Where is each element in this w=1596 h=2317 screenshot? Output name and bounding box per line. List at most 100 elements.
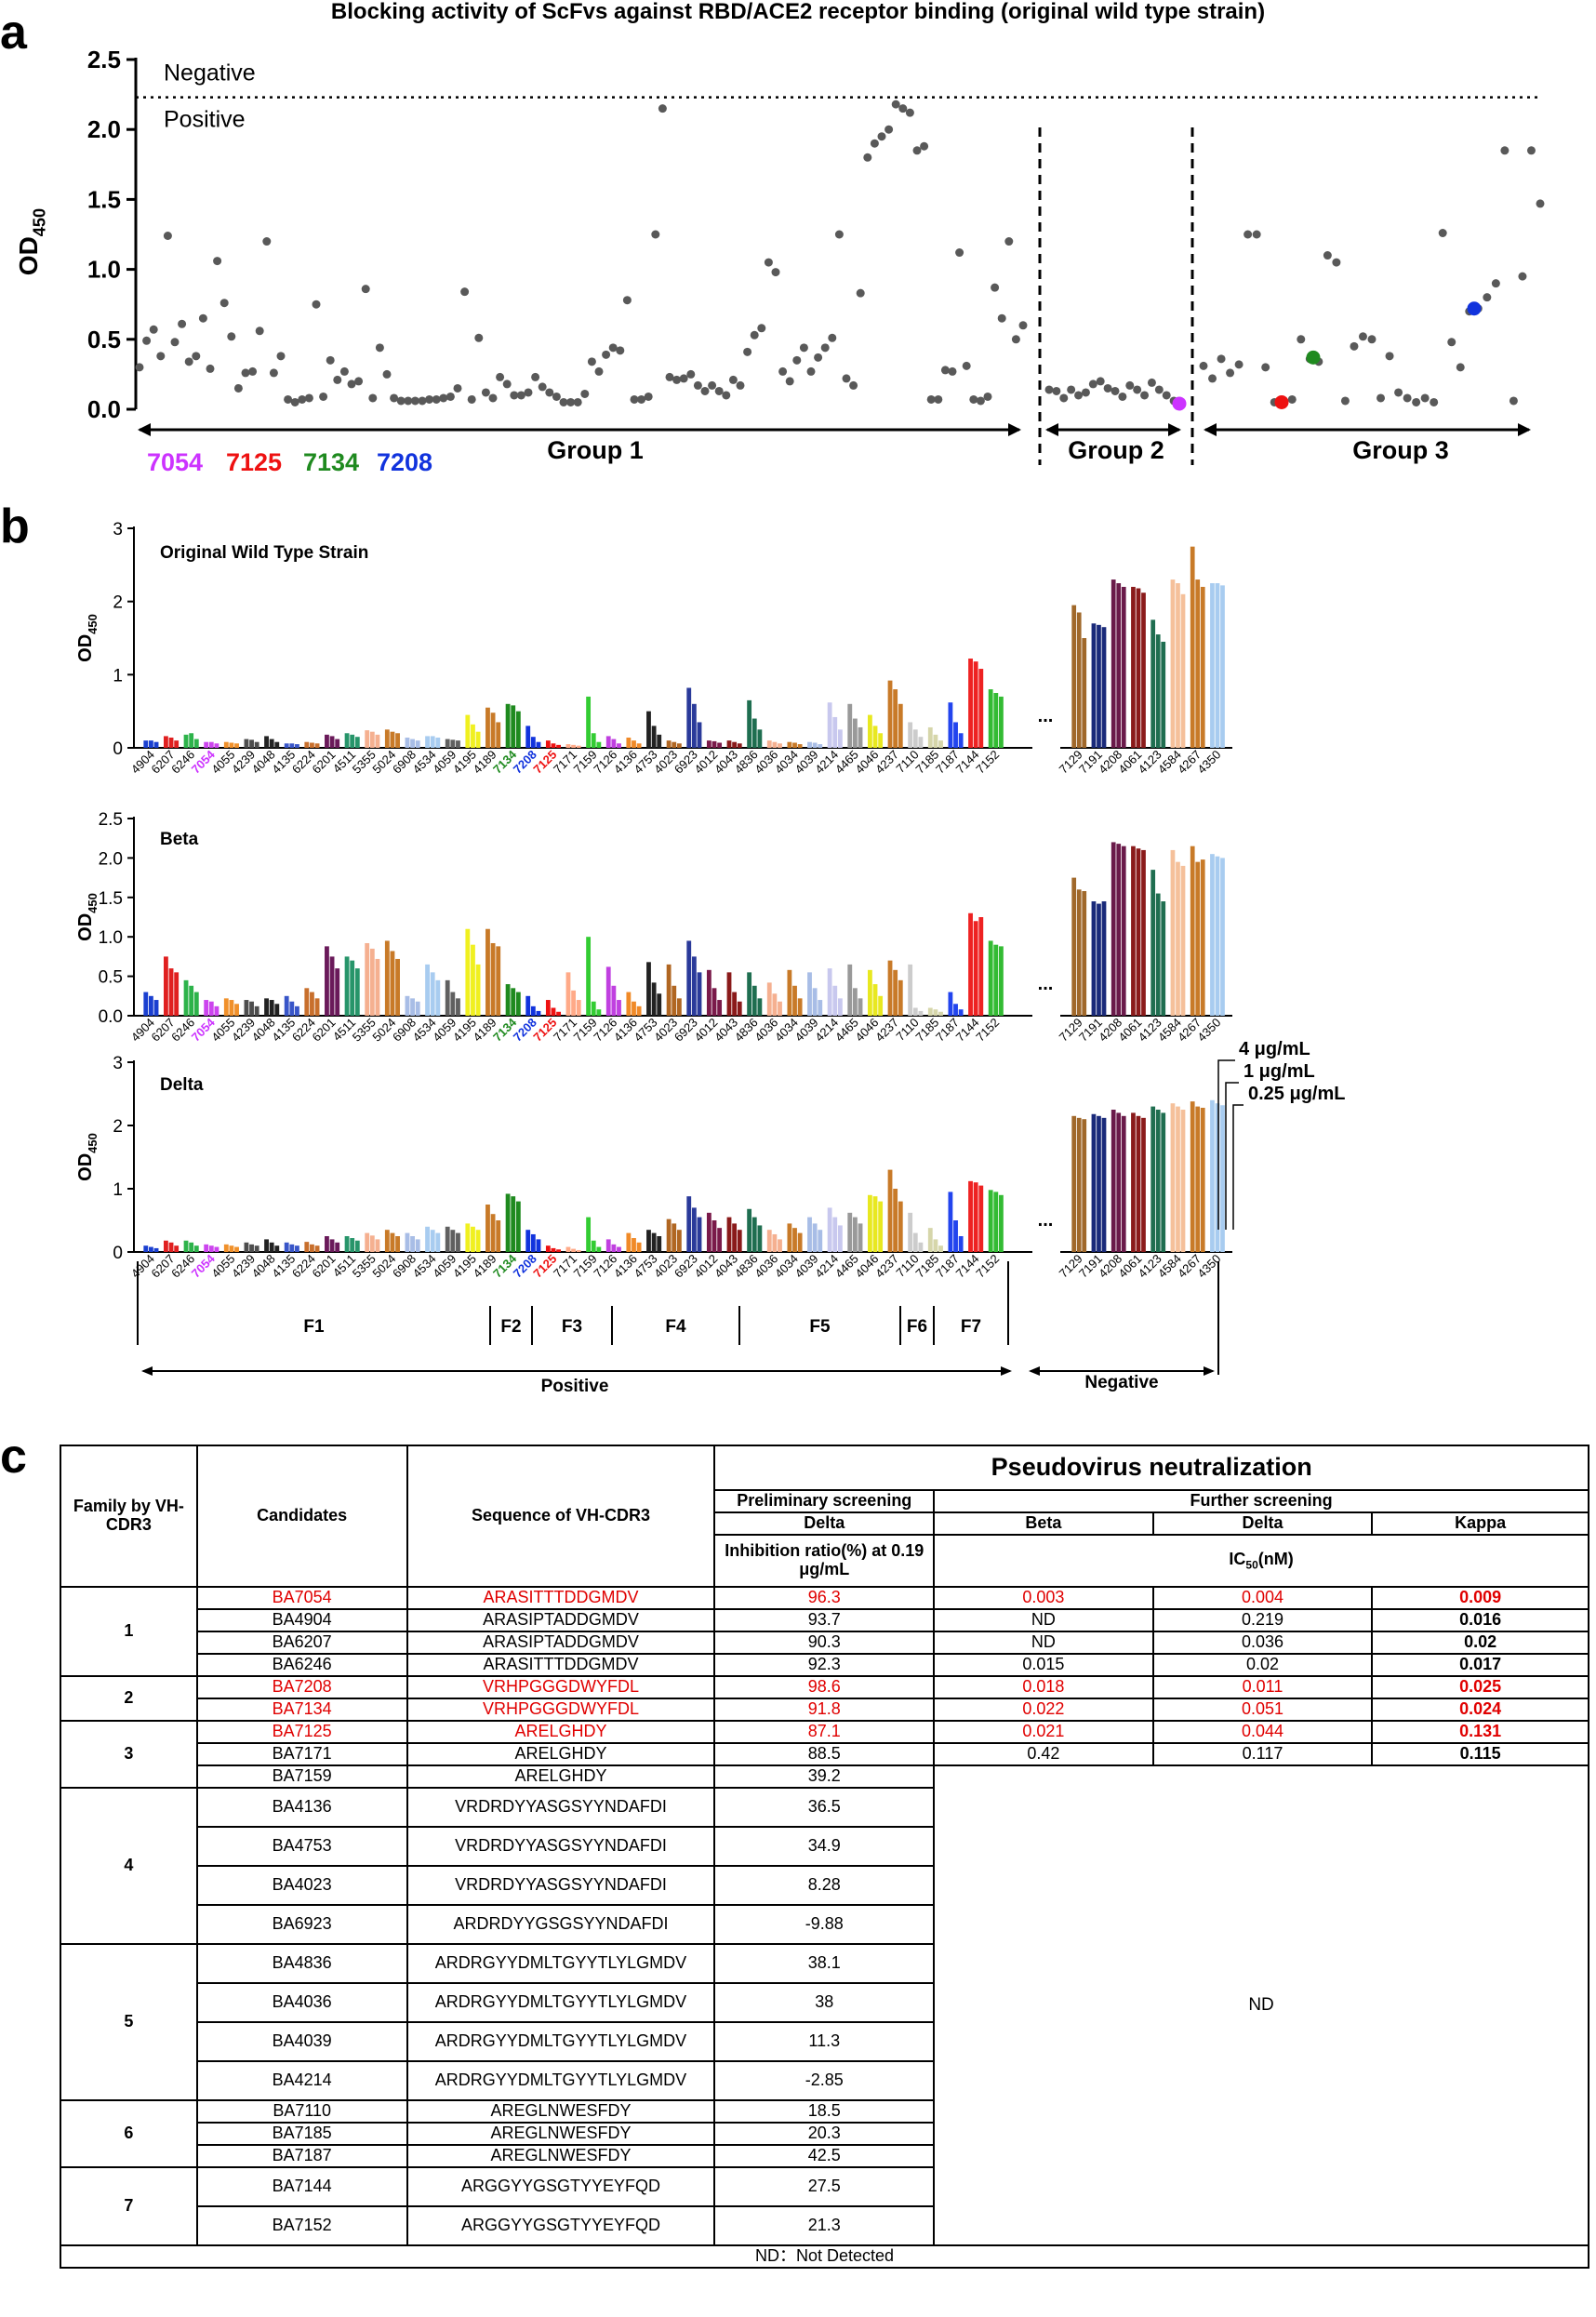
scatter-point bbox=[481, 388, 490, 397]
bar-4043-s2 bbox=[732, 992, 738, 1016]
ellipsis-3: ... bbox=[1038, 1210, 1054, 1231]
scatter-point bbox=[1287, 394, 1297, 404]
bar-4237-s3 bbox=[898, 703, 903, 748]
bar-4584-s1 bbox=[1170, 579, 1176, 748]
bar-4267-s2 bbox=[1195, 861, 1201, 1016]
bar-6224-s1 bbox=[304, 1242, 310, 1252]
bar-4039-s2 bbox=[812, 988, 818, 1016]
bar-6923-s1 bbox=[686, 687, 692, 748]
table-row: 1 BA7054 ARASITTTDDGMDV 96.3 0.003 0.004 0.009 bbox=[60, 1586, 1589, 1677]
header-family: Family by VH-CDR3 bbox=[60, 1445, 198, 1588]
beta-ic50-cell: 0.022 bbox=[933, 1698, 1154, 1722]
bar-4023-s2 bbox=[672, 985, 677, 1016]
bar-6908-s2 bbox=[410, 1236, 415, 1252]
bar-4059-s3 bbox=[456, 1232, 460, 1252]
bar-4836-s2 bbox=[751, 718, 757, 748]
delta-ic50-cell: 0.044 bbox=[1151, 1720, 1374, 1744]
sequence-cell: ARASITTTDDGMDV bbox=[406, 1586, 716, 1610]
inhibition-cell: 18.5 bbox=[713, 2099, 936, 2124]
panel-b-ytick-label: 2 bbox=[113, 593, 123, 613]
bar-5355-s2 bbox=[369, 948, 375, 1016]
scatter-point bbox=[1011, 335, 1020, 344]
sequence-cell: ARASITTTDDGMDV bbox=[406, 1653, 716, 1677]
candidate-cell: BA7134 bbox=[195, 1698, 408, 1722]
highlight-point-7134 bbox=[1306, 350, 1321, 365]
scatter-point bbox=[573, 397, 582, 406]
table-row: BA7187 AREGLNWESFDY 42.5 bbox=[60, 2144, 1589, 2168]
bar-4753-s3 bbox=[657, 993, 662, 1016]
scatter-point bbox=[149, 325, 158, 334]
bar-6246-s3 bbox=[193, 1245, 199, 1252]
bar-6908-s3 bbox=[415, 1001, 420, 1016]
bar-7134-s3 bbox=[515, 992, 521, 1016]
inhibition-cell: 96.3 bbox=[713, 1586, 936, 1610]
bar-7152-s1 bbox=[988, 1190, 993, 1252]
bar-4350-s2 bbox=[1215, 856, 1220, 1016]
scatter-point bbox=[736, 380, 745, 390]
bar-6246-s3 bbox=[193, 992, 199, 1016]
bar-4043-s1 bbox=[726, 740, 732, 748]
bar-4136-s1 bbox=[626, 1232, 632, 1252]
bar-4214-s2 bbox=[832, 1217, 838, 1252]
scatter-point bbox=[750, 330, 759, 340]
scatter-point bbox=[1358, 332, 1367, 341]
scatter-point bbox=[587, 357, 596, 366]
bar-7126-s3 bbox=[617, 743, 621, 748]
bar-5024-s1 bbox=[384, 1230, 390, 1252]
scatter-point bbox=[1018, 321, 1028, 330]
scatter-point bbox=[276, 352, 286, 361]
bar-6207-s3 bbox=[174, 972, 180, 1016]
inhibition-cell: 93.7 bbox=[713, 1608, 936, 1632]
bar-4061-s2 bbox=[1136, 848, 1141, 1016]
panel-b-ytick-label: 2 bbox=[113, 1117, 123, 1137]
scatter-point bbox=[460, 287, 470, 297]
bar-4511-s2 bbox=[350, 1238, 355, 1252]
bar-4239-s3 bbox=[254, 1245, 259, 1252]
candidate-cell: BA4214 bbox=[195, 2060, 408, 2101]
bar-7152-s3 bbox=[998, 696, 1004, 748]
scatter-point bbox=[304, 393, 313, 403]
scatter-point bbox=[1261, 363, 1270, 372]
panel-b-ytick-label: 0.0 bbox=[99, 1007, 123, 1027]
bar-4511-s1 bbox=[344, 956, 350, 1016]
bar-4511-s3 bbox=[354, 737, 360, 748]
bar-4043-s3 bbox=[737, 1230, 742, 1252]
scatter-point bbox=[955, 248, 964, 258]
bar-6908-s2 bbox=[410, 998, 415, 1016]
bar-7185-s2 bbox=[933, 734, 938, 748]
bar-6246-s2 bbox=[189, 985, 194, 1016]
bar-4239-s1 bbox=[244, 739, 249, 748]
scatter-point bbox=[616, 346, 625, 355]
bar-7187-s3 bbox=[958, 1009, 964, 1016]
scatter-point bbox=[771, 268, 780, 277]
bar-4059-s2 bbox=[450, 739, 456, 748]
scatter-point bbox=[1252, 230, 1261, 239]
delta-ic50-cell: 0.051 bbox=[1151, 1698, 1374, 1722]
bar-4465-s2 bbox=[852, 1217, 858, 1252]
bar-6207-s1 bbox=[164, 736, 168, 748]
bar-4059-s2 bbox=[450, 1230, 456, 1252]
bar-4237-s1 bbox=[887, 680, 893, 748]
group1-arrow-head-left bbox=[138, 423, 151, 436]
table-row: BA4753 VRDRDYYASGSYYNDAFDI 34.9 bbox=[60, 1826, 1589, 1867]
bar-7187-s1 bbox=[948, 1192, 953, 1252]
negative-label: Negative bbox=[164, 60, 256, 87]
scatter-point bbox=[1447, 338, 1456, 347]
kappa-ic50-cell: 0.017 bbox=[1371, 1653, 1589, 1677]
scatter-point bbox=[898, 104, 908, 113]
subpanel-title-1: Original Wild Type Strain bbox=[160, 543, 368, 563]
bar-7208-s3 bbox=[536, 1239, 541, 1252]
bar-7129-s2 bbox=[1076, 889, 1082, 1016]
bar-5355-s2 bbox=[369, 1235, 375, 1252]
table-row: 2 BA7208 VRHPGGGDWYFDL 98.6 0.018 0.011 0.025 bbox=[60, 1675, 1589, 1722]
bar-7126-s1 bbox=[605, 966, 611, 1016]
scatter-point bbox=[170, 338, 180, 347]
bar-4195-s2 bbox=[471, 1226, 475, 1252]
panel-b-ylabel-1: OD450 bbox=[75, 614, 100, 662]
scatter-point bbox=[934, 394, 943, 404]
bar-4195-s2 bbox=[471, 724, 475, 748]
scatter-point bbox=[502, 380, 512, 389]
scatter-point bbox=[347, 380, 356, 389]
bar-4036-s2 bbox=[772, 993, 778, 1016]
bar-7191-s3 bbox=[1101, 1117, 1107, 1252]
